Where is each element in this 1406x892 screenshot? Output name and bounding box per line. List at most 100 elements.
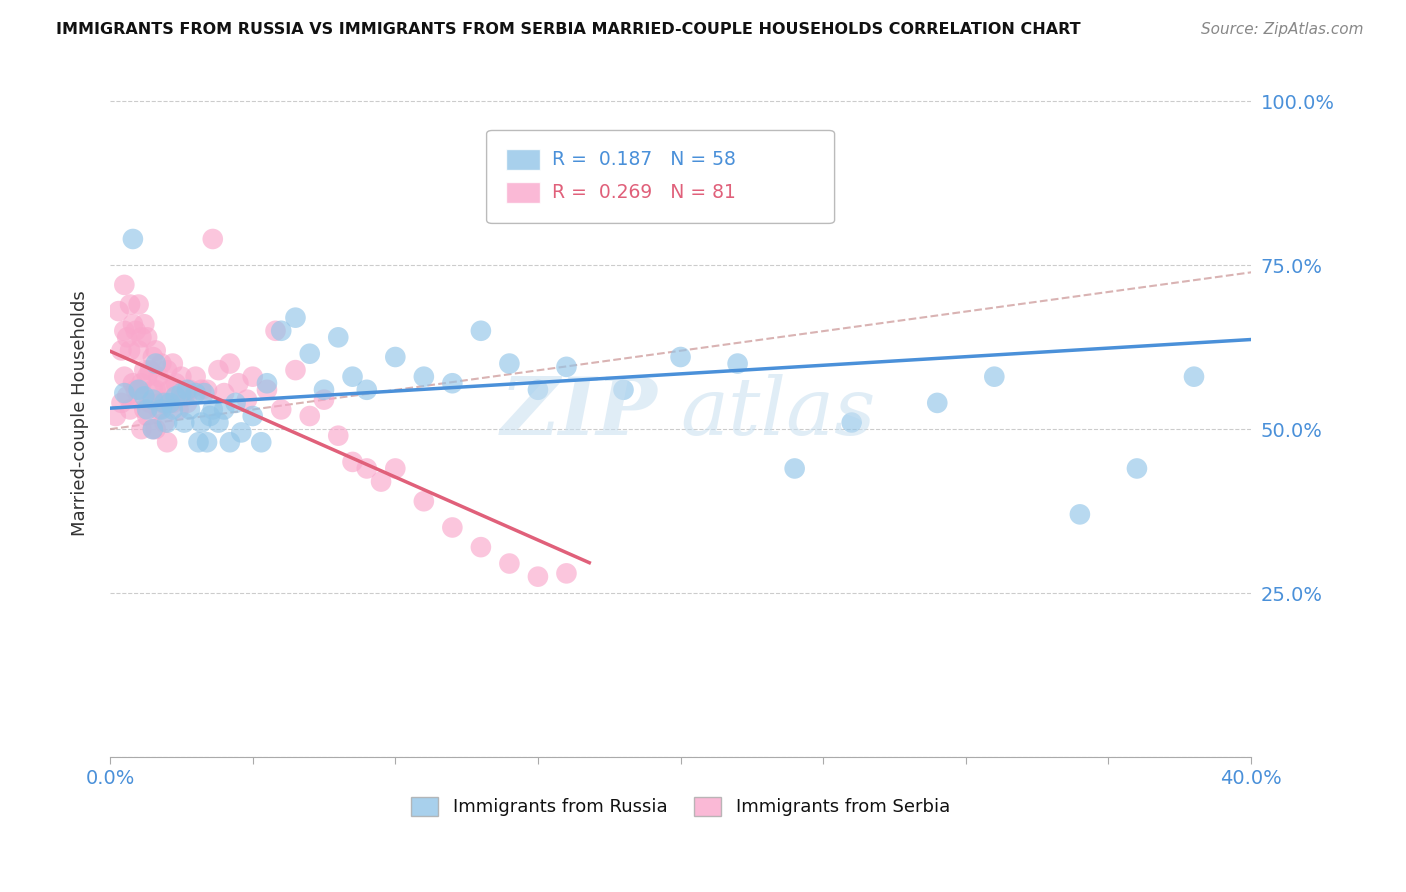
Point (159, 396, 181, 410)
Point (142, 383, 165, 397)
Point (270, 324, 292, 338)
Point (176, 396, 198, 410)
Point (555, 566, 578, 581)
Point (470, 540, 492, 554)
Point (145, 357, 167, 371)
Point (384, 350, 406, 364)
Point (1182, 369, 1205, 384)
Point (256, 376, 278, 391)
Point (170, 386, 193, 401)
Point (165, 376, 187, 391)
Point (159, 383, 181, 397)
Point (187, 435, 209, 450)
Point (983, 369, 1005, 384)
Point (231, 425, 253, 440)
Point (115, 389, 138, 403)
Point (218, 357, 240, 371)
Point (131, 376, 153, 391)
Point (170, 369, 193, 384)
Point (112, 324, 135, 338)
Point (134, 389, 156, 403)
Point (328, 330, 350, 344)
Point (110, 343, 132, 358)
Point (112, 386, 135, 401)
Point (153, 376, 176, 391)
Point (136, 330, 159, 344)
Point (555, 359, 578, 374)
Point (145, 343, 167, 358)
Point (184, 386, 207, 401)
Point (128, 297, 150, 311)
Point (122, 376, 145, 391)
Legend: Immigrants from Russia, Immigrants from Serbia: Immigrants from Russia, Immigrants from … (404, 789, 957, 823)
Point (342, 455, 364, 469)
Point (190, 383, 212, 397)
Point (256, 383, 278, 397)
Point (118, 297, 141, 311)
Point (134, 402, 156, 417)
Point (156, 396, 179, 410)
Point (201, 402, 224, 417)
Point (136, 369, 159, 384)
Point (412, 369, 434, 384)
Point (150, 402, 173, 417)
Point (370, 475, 392, 489)
Text: ZIP: ZIP (501, 374, 658, 451)
Text: atlas: atlas (681, 374, 876, 451)
Point (1069, 508, 1091, 522)
Point (225, 396, 247, 410)
Point (112, 277, 135, 292)
Point (284, 310, 307, 325)
Point (142, 392, 165, 407)
Point (298, 409, 321, 423)
Point (312, 392, 335, 407)
Point (142, 422, 165, 436)
Text: Source: ZipAtlas.com: Source: ZipAtlas.com (1201, 22, 1364, 37)
Point (193, 386, 215, 401)
Point (195, 435, 218, 450)
Bar (506, 149, 540, 169)
Point (264, 324, 287, 338)
Point (236, 392, 259, 407)
Point (198, 409, 221, 423)
Point (104, 409, 127, 423)
Point (384, 461, 406, 475)
Point (212, 386, 235, 401)
Point (134, 363, 156, 377)
Point (242, 409, 264, 423)
Point (131, 330, 153, 344)
Point (179, 383, 201, 397)
Point (139, 363, 162, 377)
Point (165, 389, 187, 403)
Point (207, 363, 229, 377)
Point (156, 363, 179, 377)
Y-axis label: Married-couple Households: Married-couple Households (72, 290, 89, 535)
Point (218, 435, 240, 450)
Text: IMMIGRANTS FROM RUSSIA VS IMMIGRANTS FROM SERBIA MARRIED-COUPLE HOUSEHOLDS CORRE: IMMIGRANTS FROM RUSSIA VS IMMIGRANTS FRO… (56, 22, 1081, 37)
Point (527, 569, 550, 583)
Point (107, 304, 129, 318)
Point (527, 383, 550, 397)
Point (150, 357, 173, 371)
Point (148, 369, 170, 384)
Point (207, 416, 229, 430)
Point (150, 396, 173, 410)
Point (669, 350, 692, 364)
Point (115, 330, 138, 344)
Point (328, 428, 350, 442)
Point (118, 343, 141, 358)
Point (1126, 461, 1149, 475)
Point (356, 461, 378, 475)
Point (167, 402, 190, 417)
Point (284, 363, 307, 377)
Point (162, 357, 184, 371)
Point (131, 422, 153, 436)
Point (612, 383, 634, 397)
Point (412, 494, 434, 508)
Point (153, 416, 176, 430)
Point (228, 376, 250, 391)
Point (356, 383, 378, 397)
Point (142, 422, 165, 436)
Point (783, 461, 806, 475)
Point (470, 324, 492, 338)
